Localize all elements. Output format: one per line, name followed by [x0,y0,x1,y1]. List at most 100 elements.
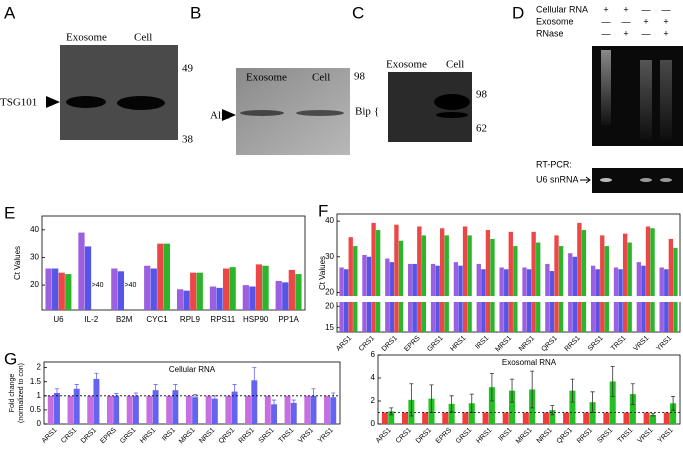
x-tick-label: SRS1 [596,427,614,445]
panel-letter: C [352,3,364,22]
bar [150,268,157,310]
error-bar [409,383,414,417]
bar [643,412,650,424]
row-label: Exosome [536,16,574,26]
protein-label: TSG101 [0,97,37,109]
bar [385,258,390,332]
bar [209,286,217,310]
bar [45,268,52,310]
band [240,110,284,116]
x-tick-label: RRS1 [238,427,256,445]
y-tick-label: 30 [325,252,334,261]
y-tick-label: 1.5 [30,377,42,386]
bar [73,388,80,424]
x-tick-label: GRS1 [119,427,138,446]
condition-mark: — [642,28,651,38]
band [600,178,612,182]
bar [295,274,302,310]
band [66,96,106,108]
x-tick-label: TRS1 [278,427,296,445]
y-axis-label: Ct Values [13,246,22,280]
x-tick-label: CRS1 [395,427,413,445]
x-tick-label: YRS1 [317,427,335,445]
marker-label: 62 [476,123,487,135]
bar [152,390,159,424]
bar [166,395,173,424]
y-axis-label: Fold change [9,374,16,413]
x-tick-label: EPRS [435,427,454,446]
bar [569,390,576,424]
bar [78,232,85,310]
marker-label: 98 [354,71,366,83]
bar [282,282,289,310]
chart-title: Cellular RNA [169,365,216,374]
y-tick-label: 0 [37,419,42,428]
bar [583,412,590,424]
y-tick-label: 6 [371,350,376,359]
x-tick-label: VRS1 [637,427,655,445]
bar [65,274,72,310]
x-tick-label: EPRS [99,427,118,446]
plot-frame [41,215,306,311]
y-tick-label: 20 [325,301,334,310]
bar [563,412,570,424]
condition-mark: + [603,4,608,14]
row-label: Cellular RNA [536,4,588,14]
bar [275,280,282,310]
x-tick-label: IL-2 [84,315,98,324]
bar [106,395,113,424]
bar [485,230,491,332]
error-bar [530,370,535,409]
y-tick-label: 40 [325,216,334,225]
x-tick-label: TRS1 [610,335,628,353]
condition-mark: + [643,16,648,26]
y-tick-label: 2 [37,363,42,372]
bar [196,272,203,310]
arrowhead [222,109,236,121]
plot-frame [43,361,341,425]
error-bar [193,394,198,401]
plot-frame [336,213,681,333]
bar [670,403,677,424]
bar [609,381,616,424]
bar [604,246,609,332]
condition-mark: + [623,28,628,38]
x-tick-label: MRS1 [495,335,514,354]
x-tick-label: ARS1 [375,427,393,445]
x-tick-label: EPRS [403,335,422,354]
y-tick-label: 0.5 [30,405,42,414]
x-tick-label: IRS1 [498,427,514,443]
bar [216,287,223,310]
lane-label: Exosome [246,72,287,84]
bar [284,395,291,424]
x-tick-label: QRS1 [218,427,237,446]
panel-letter: G [4,349,17,368]
bar [603,412,610,424]
error-bar [610,366,615,397]
arrow [580,176,591,184]
error-bar [489,373,494,402]
bar [371,222,376,332]
bar [581,230,587,332]
condition-table: Cellular RNA + + — — Exosome — — + + RNase — + — + [536,4,671,38]
bar [225,395,232,424]
bar [577,222,582,332]
x-tick-label: RPL9 [180,315,201,324]
x-tick-label: RRS1 [564,335,582,353]
x-tick-label: RRS1 [576,427,594,445]
bar [375,230,381,332]
bar [132,395,139,424]
bar [185,395,192,424]
bar [264,395,271,424]
x-tick-label: DRS1 [80,427,98,445]
x-tick-label: MRS1 [178,427,197,446]
error-bar [232,384,237,400]
x-tick-label: GRS1 [426,335,445,354]
band [660,178,672,182]
error-bar [389,407,394,416]
error-bar [94,372,99,385]
bar [205,395,212,424]
bar [623,412,630,424]
x-tick-label: NRS1 [198,427,216,445]
